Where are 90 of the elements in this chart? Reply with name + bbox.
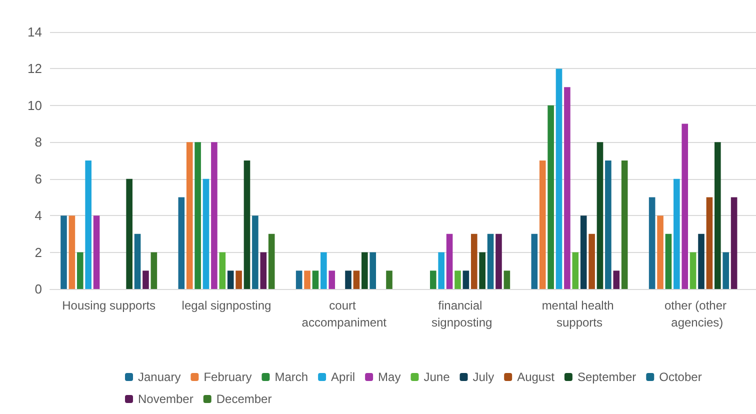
bar [345,270,352,289]
bar [76,252,84,289]
bar [531,234,538,289]
x-tick-label: Housing supports [62,298,156,312]
y-tick-label: 10 [28,98,42,113]
bar [539,160,546,289]
bar [572,252,579,289]
bar [268,234,275,289]
bar [648,197,656,289]
bar [479,252,486,289]
legend-label: April [331,370,356,384]
x-tick-label: legal signposting [182,298,272,312]
bar [564,87,570,289]
bar [665,234,672,289]
bar [462,270,470,289]
bar [706,197,713,289]
legend-label: March [274,370,308,384]
legend-label: July [472,370,494,384]
legend-label: August [517,370,556,384]
bar [621,160,628,289]
bar [722,252,730,289]
bar [202,178,210,289]
bar [605,160,612,289]
y-tick-label: 6 [34,171,42,186]
bar [142,270,149,289]
bar [613,270,620,289]
y-tick-label: 0 [34,282,42,296]
legend-label: February [204,370,252,384]
y-tick-label: 14 [28,24,42,40]
x-tick-label: other (other agencies) [664,298,730,330]
legend-label: September [577,370,636,384]
bar [454,270,461,289]
x-tick-label: mental health supports [542,298,618,330]
bar [236,270,242,289]
bar [438,252,444,289]
bar [496,234,502,289]
bar [260,252,267,289]
y-tick-label: 12 [28,61,42,76]
bar [227,270,234,289]
legend-label: January [138,370,181,384]
bar [730,197,738,289]
bar [178,197,185,289]
bar [674,178,680,289]
x-tick-label: court accompaniment [302,298,388,330]
legend-label: October [659,370,702,384]
bar [211,142,218,289]
bar [657,216,664,289]
bar [194,142,201,289]
bar [93,216,100,289]
bar [244,160,250,289]
bar [504,270,510,289]
bar [134,234,141,289]
bar [370,252,376,289]
bar [186,142,193,289]
bar [714,142,721,289]
bar [596,142,604,289]
bar [328,270,336,289]
bar [548,105,554,289]
bar [698,234,704,289]
bar [430,270,436,289]
legend-label: June [424,370,450,384]
bar [320,252,327,289]
bar [386,270,392,289]
bar [68,216,76,289]
y-tick-label: 8 [34,134,42,150]
bar [690,252,696,289]
bar [60,216,67,289]
legend-label: November [138,392,194,406]
bar [588,234,595,289]
bar [252,216,258,289]
bar [150,252,158,289]
x-tick-label: financial signposting [431,298,492,330]
bar [219,252,226,289]
bar [470,234,478,289]
legend-label: December [216,392,272,406]
bar [85,160,92,289]
bar [446,234,453,289]
legend-label: May [378,370,401,384]
bar [126,178,132,289]
bar [556,68,562,289]
bar [487,234,494,289]
bar [304,270,310,289]
bar [580,216,587,289]
bar [353,270,360,289]
bar [682,124,688,289]
bar [296,270,302,289]
bar [312,270,319,289]
bar [362,252,368,289]
y-tick-label: 2 [34,244,42,260]
y-tick-label: 4 [34,208,42,224]
